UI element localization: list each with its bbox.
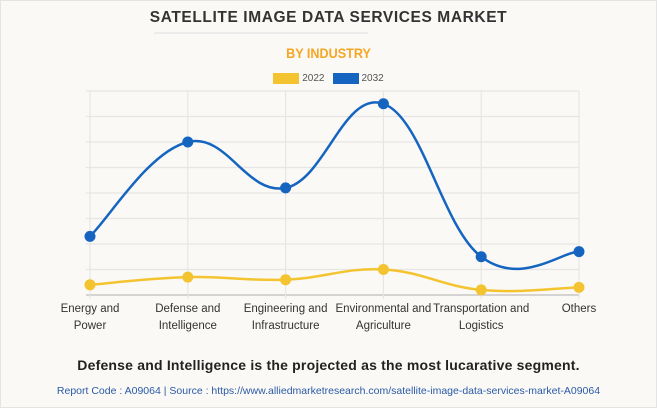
- data-point-2022: [573, 281, 585, 293]
- data-point-2032: [377, 98, 389, 110]
- x-tick-label: Energy and Power: [61, 303, 120, 332]
- data-point-2032: [182, 136, 194, 148]
- x-tick-label-line: Defense and: [155, 303, 220, 315]
- data-point-2022: [475, 284, 487, 296]
- data-point-2032: [84, 230, 96, 242]
- x-tick-label-line: Transportation and: [433, 303, 529, 315]
- data-point-2022: [377, 264, 389, 275]
- x-tick-label: Environmental and Agriculture: [335, 303, 431, 332]
- x-tick-label-line: Power: [74, 320, 107, 332]
- data-point-2022: [182, 271, 194, 283]
- x-tick-label-line: Agriculture: [356, 320, 411, 332]
- chart-subtitle: BY INDUSTRY: [286, 45, 371, 61]
- data-point-2022: [84, 279, 96, 291]
- x-tick-label: Others: [562, 303, 597, 315]
- title-divider: [154, 32, 368, 34]
- series-line-2022: [89, 267, 580, 293]
- source-line: Report Code : A09064 | Source : https://…: [56, 385, 601, 397]
- legend-label-2022: 2022: [302, 73, 325, 84]
- legend-item-2022[interactable]: 2022: [273, 73, 325, 84]
- legend-label-2032: 2032: [361, 73, 384, 84]
- x-tick-label-line: Infrastructure: [252, 320, 320, 332]
- data-point-2022: [280, 274, 292, 286]
- legend: 2022 2032: [0, 73, 657, 84]
- legend-item-2032[interactable]: 2032: [332, 73, 384, 84]
- x-tick-label-line: Logistics: [459, 320, 504, 332]
- data-point-2032: [475, 251, 487, 263]
- x-tick-label: Engineering and Infrastructure: [244, 303, 328, 332]
- x-tick-label: Defense and Intelligence: [155, 303, 220, 332]
- x-tick-label-line: Environmental and: [335, 303, 431, 315]
- data-point-2032: [573, 246, 585, 258]
- legend-swatch-2022: [273, 73, 300, 84]
- chart-title: SATELLITE IMAGE DATA SERVICES MARKET: [149, 9, 508, 26]
- x-tick-label: Transportation and Logistics: [433, 303, 529, 332]
- highlight-note: Defense and Intelligence is the projecte…: [77, 357, 580, 373]
- x-tick-label-line: Engineering and: [244, 303, 328, 315]
- legend-swatch-2032: [332, 73, 359, 84]
- x-tick-label-line: Energy and: [61, 303, 120, 315]
- data-point-2032: [280, 182, 292, 194]
- x-tick-label-line: Intelligence: [159, 320, 217, 332]
- x-tick-label-line: Others: [562, 303, 597, 315]
